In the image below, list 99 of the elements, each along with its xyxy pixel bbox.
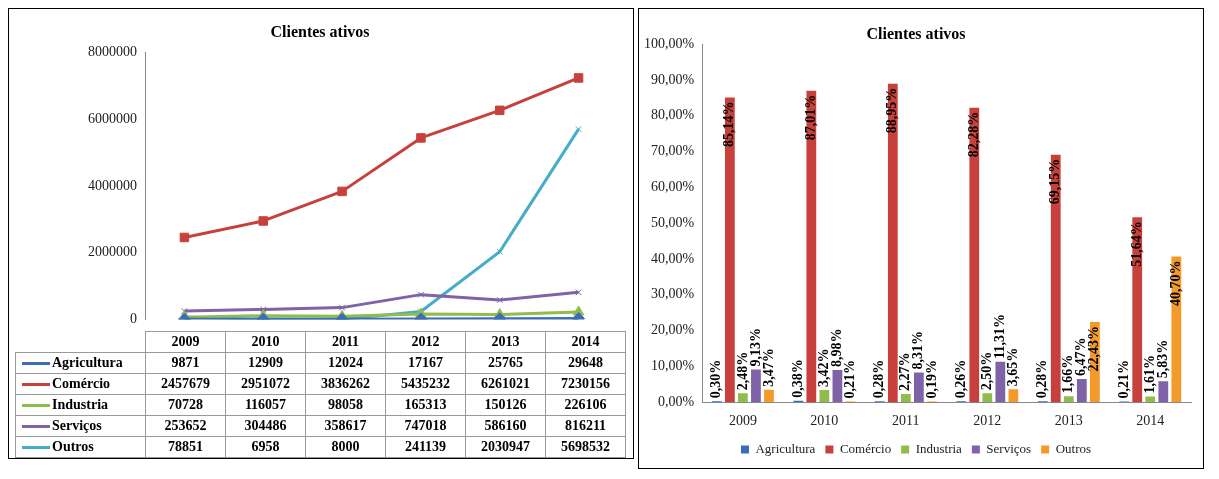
data-label: 304486 — [225, 415, 306, 437]
data-label: 116057 — [225, 394, 306, 416]
x-tick-label: 2009 — [728, 413, 757, 429]
data-label: 0,28% — [871, 359, 887, 399]
data-label: 0,38% — [789, 359, 805, 398]
chart-title: Clientes ativos — [866, 24, 966, 42]
data-label: 78851 — [145, 436, 226, 458]
data-label: 2457679 — [145, 373, 226, 395]
data-label: 3,42% — [815, 348, 831, 387]
data-label: 0,28% — [1034, 359, 1050, 399]
data-label: 5698532 — [545, 436, 626, 458]
x-tick-label: 2010 — [810, 413, 839, 429]
data-label: 70728 — [145, 394, 226, 416]
data-label: 1,61% — [1141, 354, 1157, 394]
data-label: 241139 — [385, 436, 466, 458]
data-label: 9,13% — [747, 328, 763, 367]
data-label: 85,14% — [721, 101, 737, 147]
x-tick-label: 2014 — [545, 331, 626, 353]
y-tick-label: 2000000 — [88, 244, 137, 260]
data-label: 5435232 — [385, 373, 466, 395]
data-label: 6261021 — [465, 373, 546, 395]
data-label: 586160 — [465, 415, 546, 437]
data-label: 3836262 — [305, 373, 386, 395]
x-tick-label: 2012 — [385, 331, 466, 353]
data-label: 69,15% — [1047, 158, 1063, 205]
legend-label: Comércio — [52, 376, 111, 391]
data-label: 2951072 — [225, 373, 306, 395]
data-label: 3,65% — [1005, 347, 1020, 387]
data-label: 747018 — [385, 415, 466, 437]
data-label: 6958 — [225, 436, 306, 458]
legend-label: Agricultura — [755, 440, 816, 456]
y-tick-label: 90,00% — [650, 71, 695, 87]
data-label: 9871 — [145, 352, 226, 374]
legend-label: Serviços — [52, 418, 102, 433]
data-label: 8000 — [305, 436, 386, 458]
y-tick-label: 60,00% — [650, 179, 695, 195]
legend-label: Outros — [1055, 440, 1092, 456]
data-label: 1,66% — [1060, 354, 1076, 394]
x-tick-label: 2011 — [892, 413, 920, 429]
legend-label: Outros — [52, 439, 94, 454]
legend-label: Comércio — [839, 440, 892, 456]
data-label: 88,95% — [884, 87, 900, 134]
data-label: 8,31% — [910, 330, 926, 370]
x-tick-label: 2012 — [973, 413, 1002, 429]
data-label: 816211 — [545, 415, 626, 437]
data-label: 29648 — [545, 352, 626, 374]
legend-label: Agricultura — [52, 355, 123, 370]
y-tick-label: 50,00% — [650, 214, 695, 230]
data-label: 82,28% — [965, 111, 981, 158]
data-label: 358617 — [305, 415, 386, 437]
data-label: 0,26% — [952, 359, 968, 399]
data-label: 253652 — [145, 415, 226, 437]
data-label: 40,70% — [1167, 260, 1183, 306]
data-label: 6,47% — [1073, 337, 1089, 377]
data-label: 5,83% — [1154, 339, 1170, 379]
y-tick-label: 8000000 — [88, 43, 137, 59]
legend-label: Industria — [52, 397, 109, 412]
x-tick-label: 2013 — [465, 331, 546, 353]
y-tick-label: 30,00% — [650, 286, 695, 302]
data-label: 98058 — [305, 394, 386, 416]
data-label: 0,21% — [1115, 359, 1131, 399]
data-label: 2,27% — [897, 352, 913, 392]
x-tick-label: 2013 — [1054, 413, 1083, 429]
x-tick-label: 2014 — [1136, 413, 1165, 429]
y-tick-label: 0,00% — [657, 393, 695, 409]
data-label: 17167 — [385, 352, 466, 374]
data-label: 165313 — [385, 394, 466, 416]
data-label: 87,01% — [802, 94, 818, 141]
data-label: 2,50% — [978, 351, 994, 391]
data-label: 0,30% — [708, 359, 724, 399]
data-label: 12024 — [305, 352, 386, 374]
y-tick-label: 4000000 — [88, 177, 137, 193]
y-tick-label: 10,00% — [650, 358, 695, 374]
x-tick-label: 2010 — [225, 331, 306, 353]
data-label: 51,64% — [1128, 221, 1144, 267]
y-tick-label: 40,00% — [650, 250, 695, 266]
y-tick-label: 70,00% — [650, 143, 695, 159]
x-tick-label: 2011 — [305, 331, 386, 353]
x-tick-label: 2009 — [145, 331, 226, 353]
data-label: 25765 — [465, 352, 546, 374]
y-tick-label: 0 — [130, 311, 137, 327]
data-label: 226106 — [545, 394, 626, 416]
y-tick-label: 20,00% — [650, 322, 695, 338]
data-label: 0,19% — [923, 360, 939, 399]
legend-label: Industria — [915, 440, 963, 456]
data-label: 2030947 — [465, 436, 546, 458]
y-tick-label: 100,00% — [643, 35, 695, 51]
data-label: 22,43% — [1086, 325, 1102, 372]
data-label: 12909 — [225, 352, 306, 374]
y-tick-label: 6000000 — [88, 110, 137, 126]
data-label: 2,48% — [734, 351, 750, 391]
data-label: 0,21% — [842, 359, 858, 399]
data-label: 7230156 — [545, 373, 626, 395]
legend-label: Serviços — [986, 440, 1032, 456]
data-label: 150126 — [465, 394, 546, 416]
y-tick-label: 80,00% — [650, 107, 695, 123]
data-label: 11,31% — [991, 313, 1007, 359]
data-label: 8,98% — [829, 328, 845, 368]
chart-title: Clientes ativos — [270, 22, 370, 40]
